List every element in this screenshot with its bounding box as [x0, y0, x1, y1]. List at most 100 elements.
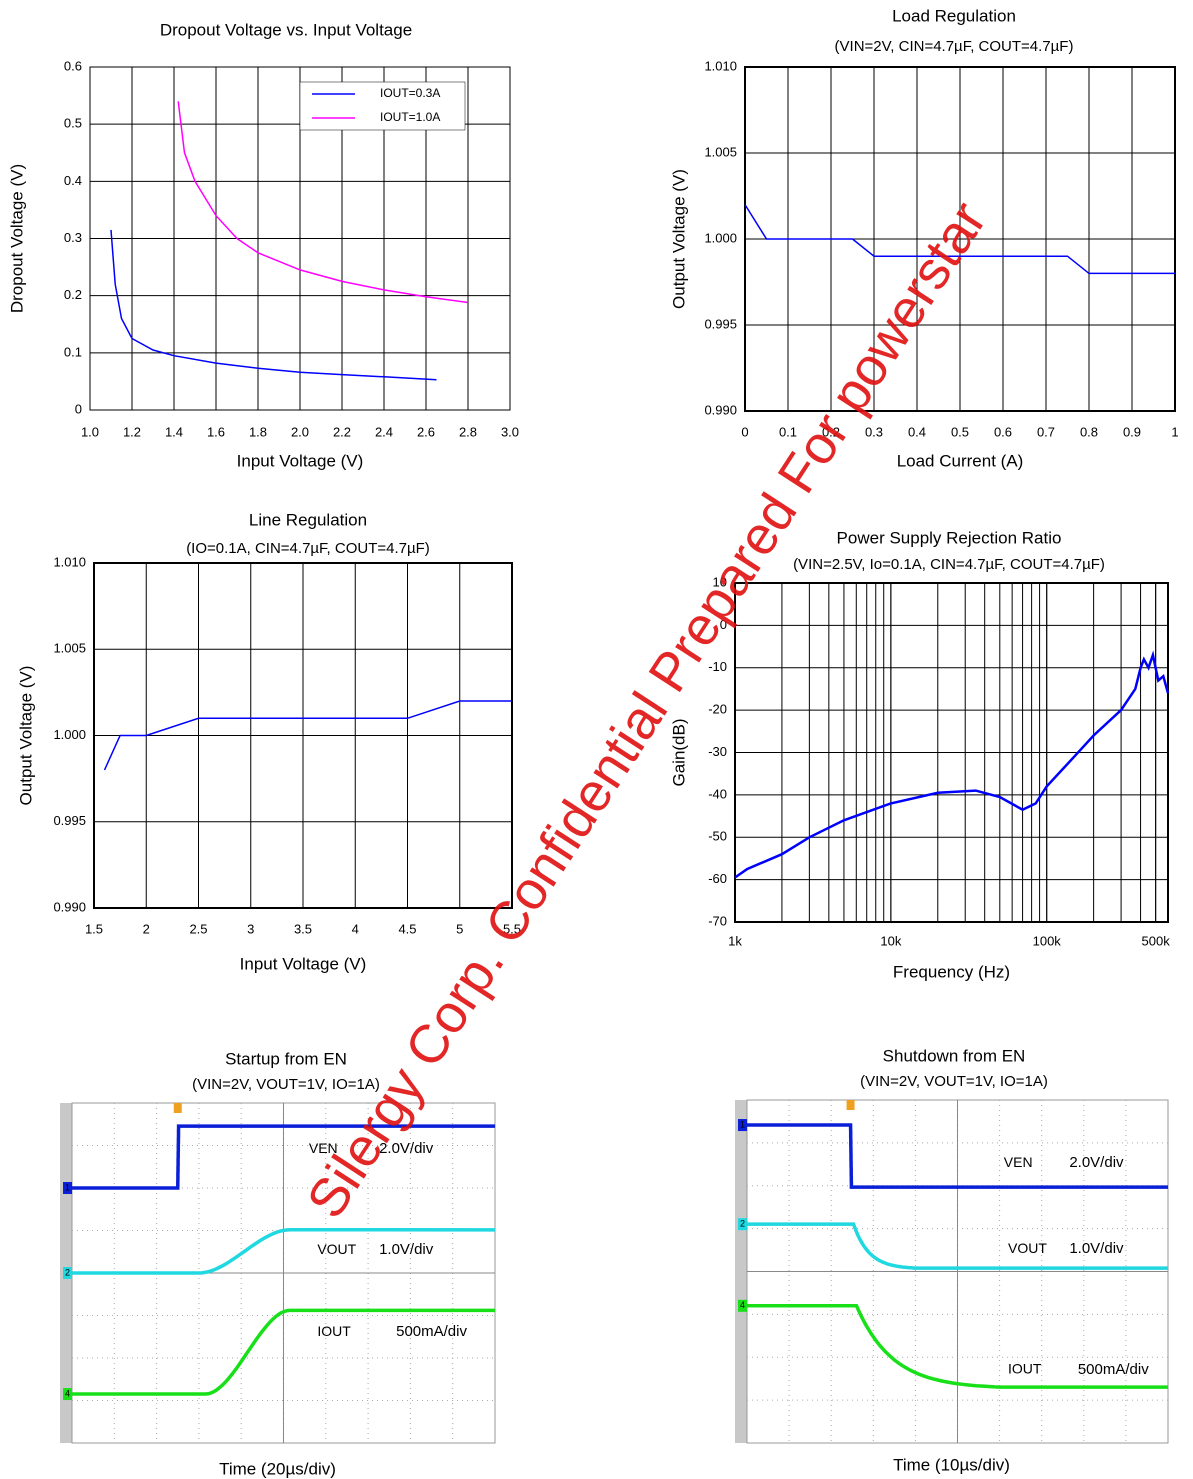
x-tick-label: 2.0 [291, 424, 309, 439]
y-tick-label: -70 [708, 913, 727, 928]
x-tick-label: 2.5 [189, 921, 207, 936]
channel-marker: 2 [65, 1267, 70, 1277]
y-tick-label: 1.005 [704, 144, 737, 159]
x-tick-label: 2 [143, 921, 150, 936]
channel-marker: 2 [740, 1219, 745, 1229]
y-tick-label: 0.6 [64, 58, 82, 73]
y-tick-label: 1.000 [53, 727, 86, 742]
x-tick-label: 3.5 [294, 921, 312, 936]
y-tick-label: -60 [708, 871, 727, 886]
x-tick-label: 3 [247, 921, 254, 936]
y-axis-label: Output Voltage (V) [16, 666, 35, 806]
chart-title: Startup from EN [225, 1049, 347, 1068]
channel-scale: 1.0V/div [379, 1241, 434, 1258]
x-tick-label: 2.2 [333, 424, 351, 439]
y-tick-label: 0.5 [64, 116, 82, 131]
y-tick-label: -30 [708, 744, 727, 759]
legend-label: IOUT=1.0A [380, 110, 440, 124]
x-tick-label: 0.5 [951, 424, 969, 439]
channel-name: IOUT [317, 1323, 351, 1339]
channel-name: VOUT [1008, 1240, 1047, 1256]
data-line [735, 655, 1168, 878]
y-tick-label: 1.010 [53, 554, 86, 569]
x-axis-label: Time (10µs/div) [893, 1455, 1010, 1474]
channel-name: VOUT [317, 1241, 356, 1257]
x-tick-label: 1.0 [81, 424, 99, 439]
x-tick-label: 1.4 [165, 424, 183, 439]
y-tick-label: -40 [708, 786, 727, 801]
x-tick-label: 2.4 [375, 424, 393, 439]
chart-title: Power Supply Rejection Ratio [837, 528, 1062, 547]
y-tick-label: 0.3 [64, 230, 82, 245]
data-line [111, 230, 437, 380]
x-tick-label: 5 [456, 921, 463, 936]
x-tick-label: 0.3 [865, 424, 883, 439]
y-tick-label: 0.995 [53, 813, 86, 828]
trigger-marker [847, 1100, 855, 1110]
channel-scale: 2.0V/div [1069, 1154, 1124, 1171]
channel-name: VEN [1004, 1154, 1033, 1170]
chart-title: Line Regulation [249, 510, 367, 529]
legend-label: IOUT=0.3A [380, 86, 440, 100]
y-tick-label: 0.995 [704, 316, 737, 331]
chart-subtitle: (VIN=2V, VOUT=1V, IO=1A) [192, 1076, 380, 1093]
y-tick-label: 1.005 [53, 641, 86, 656]
x-tick-label: 0.8 [1080, 424, 1098, 439]
x-tick-label: 0 [741, 424, 748, 439]
page: Dropout Voltage vs. Input Voltage 1.0 1.2 1… [0, 0, 1193, 1479]
channel-scale: 1.0V/div [1069, 1240, 1124, 1257]
x-tick-label: 1.6 [207, 424, 225, 439]
x-tick-label: 0.9 [1123, 424, 1141, 439]
channel-marker: 1 [740, 1119, 745, 1129]
x-tick-label: 1.2 [123, 424, 141, 439]
channel-scale: 500mA/div [396, 1323, 467, 1340]
chart-title: Dropout Voltage vs. Input Voltage [160, 20, 412, 39]
x-tick-label: 4.5 [398, 921, 416, 936]
y-tick-label: 0.4 [64, 173, 82, 188]
y-tick-label: 0.990 [704, 402, 737, 417]
chart-title: Shutdown from EN [883, 1046, 1026, 1065]
x-tick-label: 100k [1033, 933, 1062, 948]
chart-title: Load Regulation [892, 6, 1016, 25]
y-tick-label: 0.1 [64, 344, 82, 359]
x-tick-label: 1k [728, 933, 742, 948]
y-tick-label: -20 [708, 702, 727, 717]
y-tick-label: 1.000 [704, 230, 737, 245]
chart-subtitle: (VIN=2V, CIN=4.7µF, COUT=4.7µF) [835, 38, 1074, 55]
x-tick-label: 0.7 [1037, 424, 1055, 439]
channel-scale: 500mA/div [1078, 1361, 1149, 1378]
y-axis-label: Dropout Voltage (V) [7, 164, 26, 313]
data-line [178, 101, 468, 302]
x-axis-label: Frequency (Hz) [893, 962, 1010, 981]
x-tick-label: 10k [880, 933, 901, 948]
y-axis-label: Output Voltage (V) [669, 169, 688, 309]
x-tick-label: 1 [1171, 424, 1178, 439]
x-tick-label: 2.6 [417, 424, 435, 439]
x-tick-label: 1.8 [249, 424, 267, 439]
y-tick-label: -50 [708, 829, 727, 844]
channel-marker: 1 [65, 1182, 70, 1192]
x-axis-label: Load Current (A) [897, 451, 1024, 470]
x-tick-label: 2.8 [459, 424, 477, 439]
y-tick-label: 0.2 [64, 287, 82, 302]
y-tick-label: 0 [75, 401, 82, 416]
channel-marker: 4 [740, 1300, 745, 1310]
y-tick-label: 1.010 [704, 58, 737, 73]
x-tick-label: 3.0 [501, 424, 519, 439]
y-tick-label: 0.990 [53, 899, 86, 914]
channel-marker: 4 [65, 1388, 70, 1398]
scope-strip [735, 1100, 747, 1443]
chart-subtitle: (VIN=2.5V, Io=0.1A, CIN=4.7µF, COUT=4.7µ… [793, 556, 1105, 573]
x-tick-label: 1.5 [85, 921, 103, 936]
x-tick-label: 0.4 [908, 424, 926, 439]
chart-subtitle: (VIN=2V, VOUT=1V, IO=1A) [860, 1073, 1048, 1090]
x-tick-label: 4 [352, 921, 359, 936]
chart-subtitle: (IO=0.1A, CIN=4.7µF, COUT=4.7µF) [186, 540, 430, 557]
trigger-marker [174, 1103, 182, 1113]
x-tick-label: 500k [1142, 933, 1171, 948]
y-axis-label: Gain(dB) [669, 718, 688, 786]
x-axis-label: Time (20µs/div) [219, 1459, 336, 1478]
x-tick-label: 0.6 [994, 424, 1012, 439]
x-axis-label: Input Voltage (V) [237, 451, 364, 470]
channel-name: IOUT [1008, 1361, 1042, 1377]
